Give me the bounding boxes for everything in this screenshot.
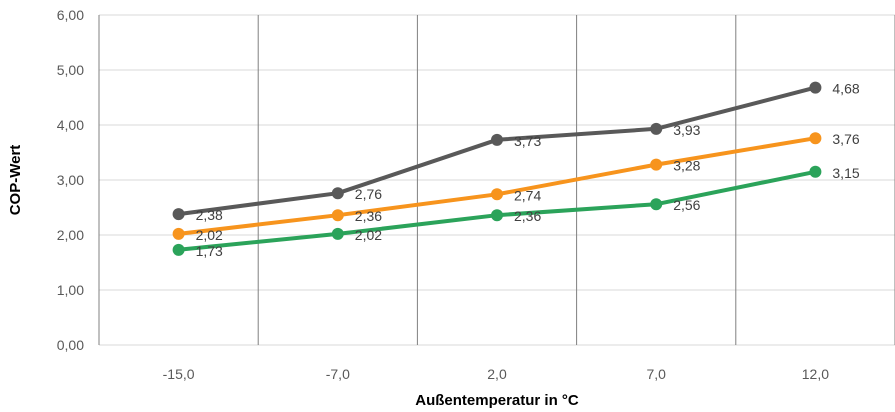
x-tick-label: 12,0: [802, 366, 829, 382]
series-2-point: [172, 227, 185, 240]
y-tick-label: 1,00: [57, 282, 84, 298]
x-tick-label: 7,0: [646, 366, 666, 382]
x-axis-ticks: -15,0 -7,0 2,0 7,0 12,0: [163, 366, 830, 382]
series-1-point: [491, 133, 503, 146]
series-2-point: [491, 188, 503, 201]
series-3-data-label: 2,36: [514, 208, 541, 224]
series-1-data-label: 4,68: [832, 81, 859, 97]
series-1-data-label: 2,76: [355, 186, 382, 202]
series-3-point: [650, 198, 663, 211]
series-2-data-label: 2,02: [196, 227, 223, 243]
series-2-data-label: 3,28: [673, 158, 700, 174]
series-3-data-label: 2,02: [355, 227, 382, 243]
y-tick-label: 2,00: [57, 227, 84, 243]
series-3-point: [172, 243, 185, 256]
series-2-point: [650, 158, 663, 171]
y-axis-ticks: 0,00 1,00 2,00 3,00 4,00 5,00 6,00: [57, 7, 84, 353]
x-axis-title: Außentemperatur in °C: [415, 392, 579, 409]
series-layer: 2,38 2,76 3,73 3,93 4,68 2,02 2,36 2,74 3,28 3,76…: [172, 81, 860, 259]
series-3-data-label: 2,56: [673, 197, 700, 213]
series-3-data-label: 3,15: [832, 165, 859, 181]
y-tick-label: 5,00: [57, 62, 84, 78]
series-2-data-label: 2,74: [514, 187, 541, 203]
y-tick-label: 3,00: [57, 172, 84, 188]
y-tick-label: 0,00: [57, 337, 84, 353]
y-tick-label: 4,00: [57, 117, 84, 133]
series-1-point: [331, 187, 344, 200]
series-1-point: [172, 208, 185, 221]
series-3-point: [331, 227, 344, 240]
y-axis-title: COP-Wert: [7, 145, 24, 216]
series-2-point: [331, 209, 344, 222]
series-3-point: [809, 165, 822, 178]
series-1-point: [809, 81, 822, 94]
x-tick-label: 2,0: [487, 366, 507, 382]
series-1-point: [650, 122, 663, 135]
series-3-point: [491, 209, 503, 222]
grid-layer: [98, 14, 895, 346]
y-tick-label: 6,00: [57, 7, 84, 23]
series-2-point: [809, 132, 822, 145]
series-3-data-label: 1,73: [196, 243, 223, 259]
series-2-data-label: 3,76: [832, 131, 859, 147]
series-1-data-label: 3,73: [514, 133, 541, 149]
series-1-data-label: 2,38: [196, 207, 223, 223]
series-1-data-label: 3,93: [673, 122, 700, 138]
x-tick-label: -7,0: [326, 366, 350, 382]
series-2-data-label: 2,36: [355, 208, 382, 224]
x-tick-label: -15,0: [163, 366, 195, 382]
